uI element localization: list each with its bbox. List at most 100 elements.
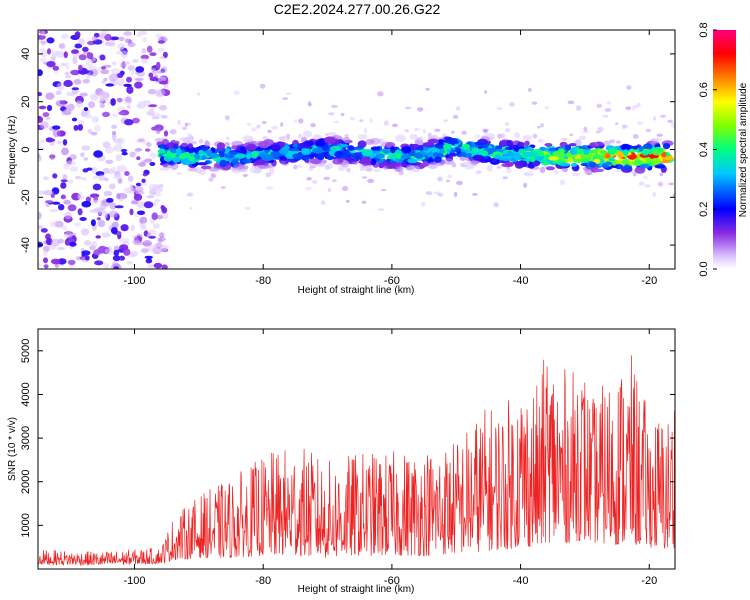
spectrogram-blob — [386, 155, 397, 160]
spectrogram-blob — [620, 143, 631, 151]
spectrogram-blob — [327, 187, 331, 193]
spectrogram-blob — [602, 114, 609, 118]
spectrogram-blob — [135, 33, 142, 38]
spectrogram-blob — [211, 172, 216, 178]
spectrogram-blob — [637, 121, 644, 125]
spectrogram-blob — [67, 259, 76, 265]
spectrogram-blob — [500, 155, 513, 160]
spectrogram-blob — [395, 134, 406, 142]
spectrogram-blob — [62, 139, 68, 146]
spectrogram-blob — [116, 192, 121, 200]
spectrogram-blob — [90, 93, 99, 101]
spectrogram-blob — [50, 154, 55, 161]
spectrogram-blob — [77, 208, 83, 216]
spectrogram-blob — [474, 134, 481, 139]
spectrogram-blob — [256, 124, 261, 129]
spectrogram-blob — [548, 156, 560, 161]
spectrogram-blob — [110, 98, 116, 106]
spectrogram-blob — [321, 200, 326, 206]
spectrogram-blob — [223, 141, 230, 148]
spectrogram-blob — [74, 43, 83, 49]
snr-series-line — [38, 355, 675, 566]
spectrogram-blob — [369, 137, 381, 145]
spectrogram-blob — [126, 260, 134, 265]
spectrogram-blob — [64, 231, 74, 239]
x-tick-label: -20 — [641, 275, 657, 287]
spectrogram-blob — [97, 245, 108, 254]
spectrogram-blob — [475, 170, 482, 175]
spectrogram-blob — [344, 133, 350, 138]
spectrogram-blob — [112, 113, 118, 118]
spectrogram-blob — [64, 211, 73, 220]
spectrogram-blob — [425, 191, 433, 196]
spectrogram-blob — [250, 126, 257, 132]
spectrogram-blob — [338, 158, 344, 163]
spectrogram-blob — [119, 244, 129, 251]
spectrogram-blob — [133, 185, 144, 193]
spectrogram-blob — [347, 145, 355, 151]
y-tick-label: 40 — [20, 48, 32, 60]
spectrogram-blob — [126, 104, 131, 109]
spectrogram-blob — [539, 166, 546, 174]
spectrogram-blob — [225, 115, 230, 121]
spectrogram-blob — [652, 191, 657, 197]
spectrogram-blob — [404, 106, 412, 110]
x-tick-label: -80 — [255, 275, 271, 287]
spectrogram-blob — [162, 164, 173, 169]
colorbar-ticks: 0.0 0.2 0.4 0.6 0.8 — [698, 22, 717, 277]
spectrogram-blob — [326, 163, 334, 169]
spectrogram-blob — [136, 210, 146, 216]
spectrogram-blob — [375, 153, 385, 159]
y-tick-label: -20 — [20, 189, 32, 205]
spectrogram-y-ticks: -40 -20 0 20 40 — [20, 48, 675, 253]
y-tick-label: -40 — [20, 237, 32, 253]
colorbar: 0.0 0.2 0.4 0.6 0.8 Normalized spectral ampl… — [698, 22, 749, 276]
spectrogram-blob — [359, 163, 365, 172]
spectrogram-blob — [58, 204, 65, 211]
spectrogram-blob — [569, 143, 577, 147]
spectrogram-blob — [140, 58, 148, 64]
spectrogram-blob — [201, 155, 207, 160]
spectrogram-blob — [390, 146, 396, 154]
spectrogram-blob — [594, 141, 604, 147]
spectrogram-blob — [282, 97, 288, 100]
spectrogram-blob — [394, 150, 403, 154]
spectrogram-blob — [118, 36, 125, 42]
spectrogram-blob — [382, 165, 389, 170]
spectrogram-blob — [638, 181, 645, 186]
spectrogram-blob — [110, 68, 120, 75]
spectrogram-blob — [621, 159, 629, 165]
spectrogram-blob — [470, 159, 478, 167]
spectrogram-blob — [71, 117, 78, 122]
spectrogram-blob — [500, 139, 508, 147]
spectrogram-blob — [132, 59, 139, 63]
spectrogram-blob — [404, 129, 410, 133]
spectrogram-blob — [40, 139, 45, 143]
spectrogram-blob — [425, 87, 430, 91]
spectrogram-blob — [155, 128, 161, 135]
spectrogram-blob — [38, 116, 43, 123]
spectrogram-blob — [196, 92, 201, 96]
spectrogram-blob — [113, 144, 123, 152]
spectrogram-blob — [70, 69, 80, 76]
spectrogram-blob — [163, 130, 169, 137]
spectrogram-blob — [407, 158, 418, 164]
spectrogram-blob — [140, 248, 149, 254]
spectrogram-blob — [382, 149, 391, 154]
spectrogram-blob — [453, 191, 458, 198]
spectrogram-blob — [130, 68, 135, 75]
spectrogram-blob — [84, 255, 90, 261]
spectrogram-blob — [615, 122, 619, 126]
spectrogram-blob — [667, 119, 674, 123]
spectrogram-blob — [92, 183, 102, 191]
spectrogram-blob — [131, 117, 140, 124]
spectrogram-blob — [640, 163, 650, 169]
spectrogram-blob — [135, 66, 145, 73]
spectrogram-blob — [309, 158, 322, 165]
spectrogram-blob — [45, 92, 55, 100]
spectrogram-blob — [361, 149, 373, 157]
spectrogram-blob — [171, 129, 177, 133]
spectrogram-blob — [67, 103, 75, 112]
spectrogram-blob — [434, 156, 442, 163]
spectrogram-blob — [293, 119, 298, 123]
